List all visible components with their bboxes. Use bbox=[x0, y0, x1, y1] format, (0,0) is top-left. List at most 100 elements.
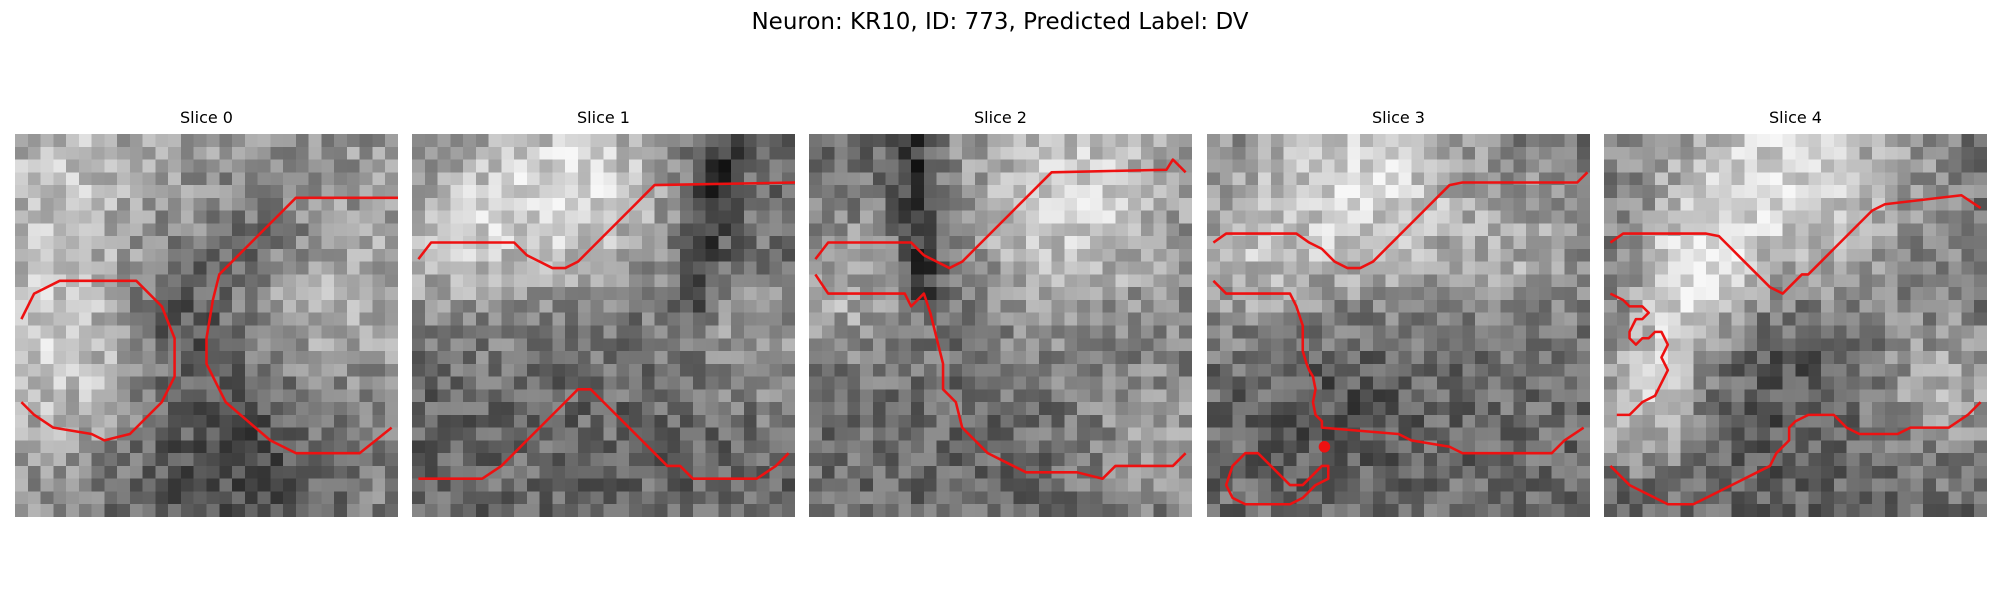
image-pixel bbox=[962, 287, 976, 301]
image-pixel bbox=[488, 453, 502, 467]
image-pixel bbox=[577, 504, 592, 517]
image-pixel bbox=[680, 248, 694, 263]
image-pixel bbox=[1795, 185, 1809, 199]
image-pixel bbox=[552, 274, 566, 288]
image-pixel bbox=[1064, 453, 1078, 467]
image-pixel bbox=[1859, 453, 1873, 467]
image-pixel bbox=[872, 172, 887, 186]
image-pixel bbox=[1500, 210, 1514, 224]
image-pixel bbox=[1577, 287, 1590, 301]
image-pixel bbox=[1115, 197, 1129, 212]
image-pixel bbox=[860, 312, 874, 327]
image-pixel bbox=[1935, 363, 1950, 378]
image-pixel bbox=[1731, 210, 1745, 224]
image-pixel bbox=[667, 402, 681, 416]
image-pixel bbox=[526, 312, 541, 327]
image-pixel bbox=[821, 389, 836, 403]
image-pixel bbox=[27, 261, 42, 275]
image-pixel bbox=[1538, 402, 1553, 416]
image-pixel bbox=[346, 299, 361, 314]
image-pixel bbox=[1360, 427, 1374, 441]
image-pixel bbox=[1538, 376, 1553, 390]
image-pixel bbox=[1833, 453, 1848, 467]
image-pixel bbox=[91, 453, 105, 467]
image-pixel bbox=[1526, 223, 1540, 237]
image-pixel bbox=[731, 236, 745, 250]
image-pixel bbox=[1372, 325, 1387, 339]
image-pixel bbox=[680, 274, 694, 288]
image-pixel bbox=[15, 414, 29, 429]
image-pixel bbox=[705, 363, 719, 378]
image-pixel bbox=[1051, 376, 1065, 390]
image-pixel bbox=[308, 146, 322, 161]
image-pixel bbox=[705, 172, 719, 186]
image-pixel bbox=[731, 146, 745, 161]
image-pixel bbox=[1577, 197, 1590, 212]
image-pixel bbox=[705, 402, 719, 416]
image-pixel bbox=[629, 146, 643, 161]
image-pixel bbox=[206, 146, 220, 161]
image-pixel bbox=[1884, 159, 1899, 173]
image-pixel bbox=[1935, 134, 1950, 148]
image-pixel bbox=[1604, 210, 1618, 224]
image-pixel bbox=[1731, 236, 1745, 250]
image-pixel bbox=[321, 185, 335, 199]
image-pixel bbox=[1706, 338, 1720, 352]
image-pixel bbox=[450, 325, 464, 339]
image-pixel bbox=[1782, 351, 1797, 365]
image-pixel bbox=[257, 299, 271, 314]
image-pixel bbox=[1526, 299, 1540, 314]
image-pixel bbox=[450, 210, 464, 224]
image-pixel bbox=[1884, 453, 1899, 467]
image-pixel bbox=[1487, 261, 1502, 275]
image-pixel bbox=[514, 504, 528, 517]
image-pixel bbox=[1526, 389, 1540, 403]
image-pixel bbox=[1296, 299, 1310, 314]
image-pixel bbox=[334, 491, 348, 505]
image-pixel bbox=[1166, 197, 1180, 212]
image-pixel bbox=[1179, 402, 1192, 416]
image-pixel bbox=[1935, 478, 1950, 492]
image-pixel bbox=[769, 248, 783, 263]
image-pixel bbox=[219, 414, 233, 429]
image-pixel bbox=[1731, 185, 1745, 199]
image-pixel bbox=[539, 427, 553, 441]
image-pixel bbox=[1424, 491, 1438, 505]
image-pixel bbox=[1385, 299, 1400, 314]
image-pixel bbox=[885, 197, 899, 212]
image-pixel bbox=[1935, 159, 1950, 173]
image-pixel bbox=[1961, 159, 1975, 173]
image-pixel bbox=[1526, 287, 1540, 301]
image-pixel bbox=[1283, 363, 1297, 378]
image-pixel bbox=[27, 376, 42, 390]
image-pixel bbox=[180, 172, 195, 186]
image-pixel bbox=[911, 299, 925, 314]
image-pixel bbox=[1974, 504, 1987, 517]
image-pixel bbox=[1245, 146, 1259, 161]
image-pixel bbox=[872, 210, 887, 224]
image-pixel bbox=[142, 504, 156, 517]
image-pixel bbox=[1334, 223, 1348, 237]
image-pixel bbox=[1487, 312, 1502, 327]
image-pixel bbox=[1821, 261, 1835, 275]
image-pixel bbox=[809, 389, 823, 403]
image-pixel bbox=[1500, 146, 1514, 161]
image-pixel bbox=[1051, 210, 1065, 224]
image-pixel bbox=[168, 261, 182, 275]
image-pixel bbox=[1718, 210, 1733, 224]
image-pixel bbox=[104, 402, 118, 416]
image-pixel bbox=[654, 172, 668, 186]
image-pixel bbox=[488, 223, 502, 237]
image-pixel bbox=[1616, 312, 1631, 327]
image-pixel bbox=[91, 172, 105, 186]
image-pixel bbox=[1398, 389, 1412, 403]
image-pixel bbox=[1795, 287, 1809, 301]
image-pixel bbox=[1629, 363, 1643, 378]
image-pixel bbox=[821, 261, 836, 275]
image-pixel bbox=[1910, 414, 1924, 429]
image-pixel bbox=[680, 172, 694, 186]
image-pixel bbox=[244, 491, 259, 505]
image-pixel bbox=[257, 248, 271, 263]
image-pixel bbox=[731, 261, 745, 275]
image-pixel bbox=[257, 363, 271, 378]
